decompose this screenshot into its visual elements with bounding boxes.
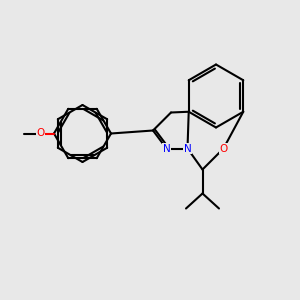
- Text: O: O: [219, 143, 228, 154]
- Text: O: O: [36, 128, 45, 139]
- Text: N: N: [163, 143, 170, 154]
- Text: N: N: [184, 143, 191, 154]
